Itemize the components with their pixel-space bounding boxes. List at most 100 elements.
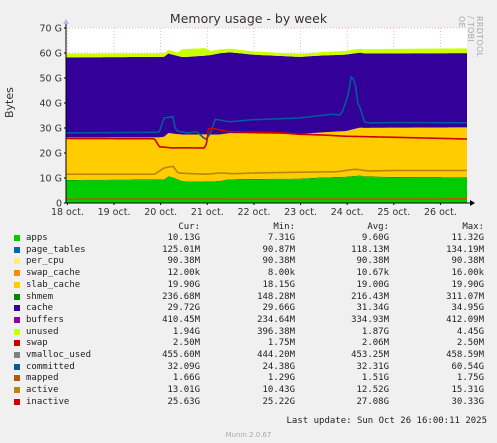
line-committed	[65, 75, 468, 141]
y-tick-label: 50 G	[40, 74, 62, 85]
legend-value-min: 444.20M	[257, 350, 295, 360]
legend-swatch-active	[14, 387, 20, 394]
area-cache	[66, 52, 467, 138]
legend-row-slab_cache: slab_cache 19.90G 18.15G 19.00G 19.90G	[0, 280, 497, 291]
legend-row-swap_cache: swap_cache 12.00k 8.00k 10.67k 16.00k	[0, 268, 497, 279]
x-tick-label: 25 oct.	[377, 207, 410, 218]
legend-label: mapped	[26, 373, 59, 384]
legend-row-mapped: mapped 1.66G 1.29G 1.51G 1.75G	[0, 373, 497, 384]
legend-swatch-cache	[14, 305, 20, 312]
y-tick-label: 0	[56, 199, 62, 210]
x-tick-label: 20 oct.	[144, 207, 177, 218]
legend-value-avg: 10.67k	[356, 268, 389, 279]
legend-value-cur: 1.94G	[172, 326, 200, 337]
legend-label: buffers	[26, 314, 64, 325]
legend-value-avg: 2.06M	[361, 338, 389, 349]
chart-title: Memory usage - by week	[169, 11, 328, 26]
y-axis-arrow	[63, 19, 69, 24]
legend-label: vmalloc_used	[26, 350, 92, 360]
legend-value-avg: 334.93M	[351, 314, 389, 325]
legend-row-per_cpu: per_cpu 90.38M 90.38M 90.38M 90.38M	[0, 256, 497, 267]
legend-value-min: 24.38G	[262, 361, 295, 372]
legend-value-cur: 12.00k	[167, 268, 200, 279]
legend-value-max: 16.00k	[451, 268, 484, 279]
x-tick-label: 19 oct.	[98, 207, 131, 218]
legend-row-apps: apps 10.13G 7.31G 9.60G 11.32G	[0, 233, 497, 244]
header-avg: Avg:	[367, 222, 389, 232]
legend-swatch-inactive	[14, 398, 20, 405]
legend-value-max: 19.90G	[451, 279, 484, 290]
legend-value-avg: 216.43M	[351, 291, 389, 302]
legend-label: swap_cache	[26, 268, 81, 279]
legend-swatch-page_tables	[14, 246, 20, 253]
legend-value-avg: 32.31G	[356, 361, 389, 372]
legend-value-avg: 118.13M	[351, 244, 389, 255]
y-tick-label: 70 G	[40, 24, 62, 35]
legend-header: Cur: Min: Avg: Max:	[0, 222, 497, 233]
x-tick-label: 26 oct.	[424, 207, 457, 218]
x-tick-label: 18 oct.	[51, 207, 84, 218]
legend-value-min: 18.15G	[262, 279, 295, 290]
legend-value-cur: 455.60M	[162, 350, 200, 360]
legend-value-max: 90.38M	[451, 256, 484, 267]
legend-value-cur: 32.09G	[167, 361, 200, 372]
area-apps	[66, 176, 467, 203]
legend-swatch-shmem	[14, 293, 20, 300]
legend-value-min: 1.29G	[267, 373, 295, 384]
legend-value-avg: 9.60G	[361, 233, 389, 243]
legend-value-min: 7.31G	[267, 233, 295, 243]
last-update: Last update: Sun Oct 26 16:00:11 2025	[286, 416, 487, 426]
y-tick-label: 10 G	[40, 174, 62, 185]
legend-value-cur: 19.90G	[167, 279, 200, 290]
legend-row-active: active 13.01G 10.43G 12.52G 15.31G	[0, 385, 497, 396]
legend-value-min: 234.64M	[257, 314, 295, 325]
legend-row-swap: swap 2.50M 1.75M 2.06M 2.50M	[0, 338, 497, 349]
legend-value-max: 4.45G	[456, 326, 484, 337]
legend-value-avg: 12.52G	[356, 385, 389, 396]
legend-swatch-vmalloc_used	[14, 352, 20, 358]
legend-label: swap	[26, 338, 48, 349]
stacked-areas	[66, 48, 467, 203]
line-series	[65, 75, 468, 200]
legend-swatch-unused	[14, 328, 20, 335]
legend-value-cur: 25.63G	[167, 396, 200, 407]
legend-value-cur: 13.01G	[167, 385, 200, 396]
legend-value-max: 2.50M	[456, 338, 484, 349]
legend-value-max: 15.31G	[451, 385, 484, 396]
legend-value-max: 458.59M	[446, 350, 484, 360]
y-tick-label: 40 G	[40, 99, 62, 110]
x-tick-label: 21 oct.	[191, 207, 224, 218]
x-tick-label: 22 oct.	[237, 207, 270, 218]
legend-value-avg: 19.00G	[356, 279, 389, 290]
legend-label: per_cpu	[26, 256, 64, 267]
y-tick-label: 60 G	[40, 49, 62, 60]
legend-value-min: 90.87M	[262, 244, 295, 255]
legend-value-cur: 236.68M	[162, 291, 200, 302]
legend-swatch-swap_cache	[14, 270, 20, 277]
legend-label: inactive	[26, 396, 70, 407]
legend-value-max: 311.07M	[446, 291, 484, 302]
legend-value-min: 10.43G	[262, 385, 295, 396]
legend-row-inactive: inactive 25.63G 25.22G 27.08G 30.33G	[0, 397, 497, 408]
legend-value-min: 90.38M	[262, 256, 295, 267]
legend-value-avg: 31.34G	[356, 303, 389, 314]
legend-value-avg: 1.87G	[361, 326, 389, 337]
legend-row-buffers: buffers 410.45M 234.64M 334.93M 412.09M	[0, 315, 497, 326]
legend-swatch-per_cpu	[14, 258, 20, 265]
line-active	[66, 165, 467, 176]
legend-value-cur: 1.66G	[172, 373, 200, 384]
x-tick-label: 23 oct.	[284, 207, 317, 218]
legend-value-max: 11.32G	[451, 233, 484, 243]
axes: 0 10 G 20 G 30 G 40 G 50 G 60 G 70 G 18 oct. 19 o…	[40, 19, 475, 218]
legend-value-cur: 2.50M	[172, 338, 200, 349]
header-cur: Cur:	[178, 222, 200, 232]
legend-swatch-swap	[14, 340, 20, 347]
legend-swatch-committed	[14, 363, 20, 370]
legend-value-max: 30.33G	[451, 396, 484, 407]
legend-value-max: 1.75G	[456, 373, 484, 384]
legend-value-min: 148.28M	[257, 291, 295, 302]
legend-value-min: 1.75M	[267, 338, 295, 349]
memory-chart: 0 10 G 20 G 30 G 40 G 50 G 60 G 70 G 18 oct. 19 o…	[40, 19, 475, 218]
legend-swatch-apps	[14, 235, 20, 241]
area-unused	[66, 48, 467, 58]
